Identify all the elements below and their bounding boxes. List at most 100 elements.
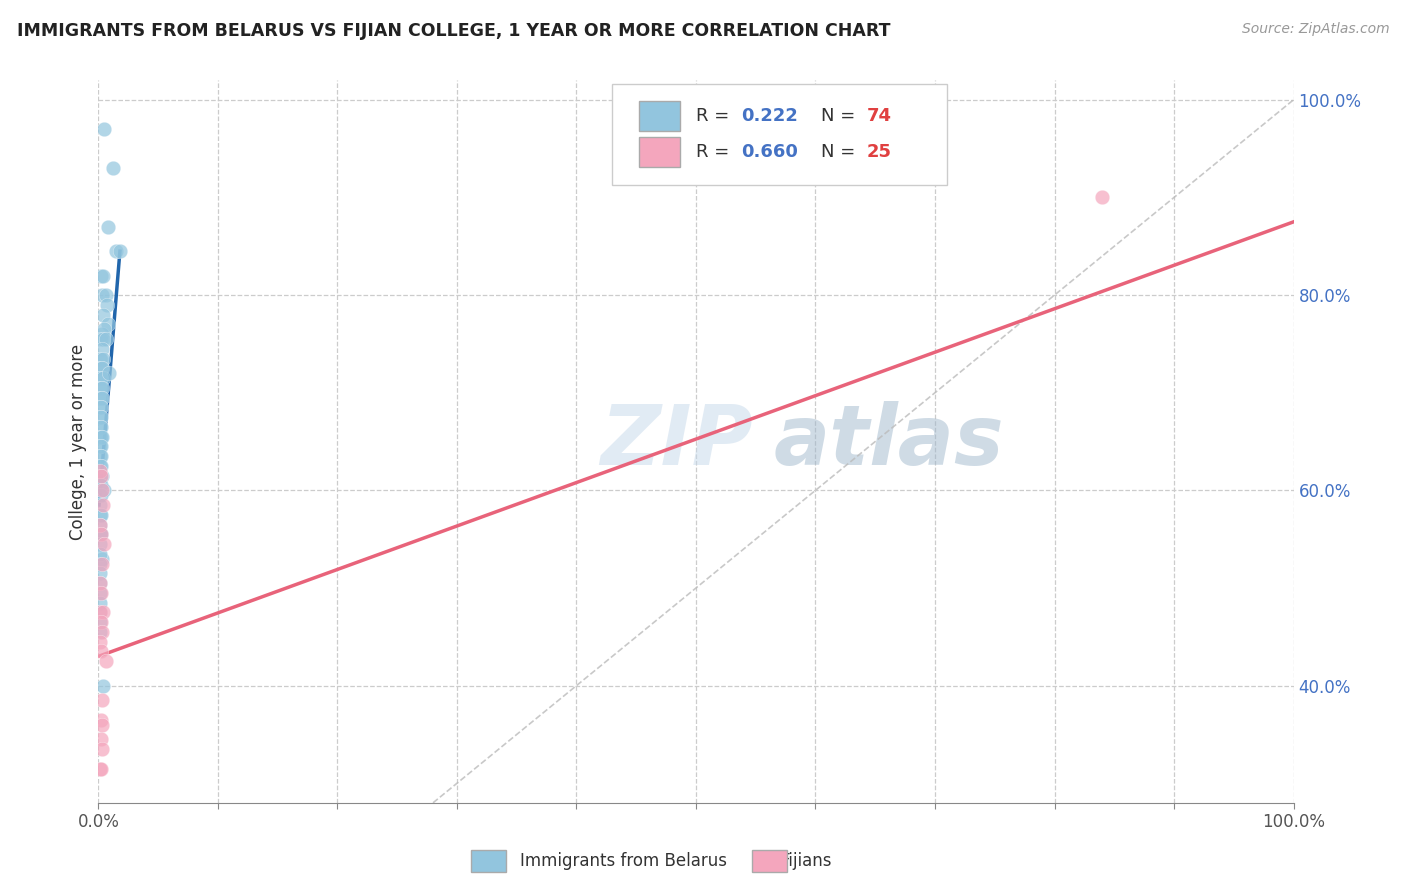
Point: [1091, 190, 1114, 204]
Point: [89, 488, 111, 502]
Text: R =: R =: [696, 107, 735, 125]
Point: [89, 596, 111, 610]
Point: [91, 288, 114, 302]
Point: [90, 732, 112, 747]
Point: [94, 654, 117, 668]
Point: [89, 410, 111, 425]
Point: [97, 219, 120, 234]
Point: [91, 498, 114, 512]
Y-axis label: College, 1 year or more: College, 1 year or more: [69, 343, 87, 540]
Point: [89, 576, 111, 591]
Point: [94, 288, 117, 302]
Point: [89, 458, 111, 473]
Point: [89, 478, 111, 492]
Point: [89, 576, 111, 591]
Point: [91, 557, 114, 571]
Point: [89, 420, 111, 434]
Text: Fijians: Fijians: [780, 852, 832, 870]
Point: [89, 586, 111, 600]
Point: [89, 606, 111, 620]
Point: [90, 468, 112, 483]
Point: [89, 527, 111, 541]
Point: [89, 361, 111, 376]
Point: [89, 537, 111, 551]
Point: [90, 439, 112, 453]
Text: 74: 74: [868, 107, 891, 125]
Point: [89, 498, 111, 512]
Point: [89, 508, 111, 522]
Text: atlas: atlas: [773, 401, 1004, 482]
Point: [89, 381, 111, 395]
Point: [101, 161, 124, 176]
Point: [91, 624, 114, 639]
Text: 25: 25: [868, 143, 891, 161]
Point: [91, 308, 114, 322]
Point: [90, 458, 112, 473]
Point: [91, 717, 114, 731]
Text: N =: N =: [821, 143, 862, 161]
Point: [90, 615, 112, 630]
Text: 0.222: 0.222: [741, 107, 799, 125]
Point: [90, 644, 112, 658]
Point: [91, 606, 114, 620]
Text: IMMIGRANTS FROM BELARUS VS FIJIAN COLLEGE, 1 YEAR OR MORE CORRELATION CHART: IMMIGRANTS FROM BELARUS VS FIJIAN COLLEG…: [17, 22, 890, 40]
Point: [89, 468, 111, 483]
Point: [91, 381, 114, 395]
Point: [89, 351, 111, 366]
Point: [98, 366, 121, 380]
Point: [105, 244, 128, 259]
Point: [89, 624, 111, 639]
Point: [90, 381, 112, 395]
Point: [90, 410, 112, 425]
Point: [89, 606, 111, 620]
Point: [108, 244, 131, 259]
Point: [97, 318, 120, 332]
Point: [90, 332, 112, 346]
Point: [89, 517, 111, 532]
Point: [91, 351, 114, 366]
Point: [89, 430, 111, 444]
Point: [94, 332, 117, 346]
Text: R =: R =: [696, 143, 735, 161]
Point: [93, 537, 115, 551]
Point: [91, 742, 114, 756]
Point: [90, 351, 112, 366]
Point: [93, 322, 115, 336]
FancyBboxPatch shape: [638, 101, 681, 131]
Point: [91, 391, 114, 405]
Point: [89, 557, 111, 571]
Point: [90, 401, 112, 415]
Text: N =: N =: [821, 107, 862, 125]
Point: [89, 401, 111, 415]
Text: Immigrants from Belarus: Immigrants from Belarus: [520, 852, 727, 870]
Point: [89, 615, 111, 630]
Point: [90, 391, 112, 405]
Point: [89, 391, 111, 405]
Point: [90, 527, 112, 541]
Point: [93, 122, 115, 136]
Point: [91, 693, 114, 707]
Point: [89, 634, 111, 648]
Point: [90, 430, 112, 444]
Point: [90, 762, 112, 776]
Point: [90, 488, 112, 502]
Text: 0.660: 0.660: [741, 143, 799, 161]
Point: [91, 679, 114, 693]
Text: ZIP: ZIP: [600, 401, 754, 482]
Point: [96, 298, 118, 312]
FancyBboxPatch shape: [638, 136, 681, 167]
Point: [90, 449, 112, 463]
Point: [91, 361, 114, 376]
Point: [89, 547, 111, 561]
Point: [89, 762, 111, 776]
Point: [93, 483, 115, 498]
Point: [91, 342, 114, 356]
Point: [89, 371, 111, 385]
Point: [90, 527, 112, 541]
Point: [90, 586, 112, 600]
Point: [89, 464, 111, 478]
Point: [91, 468, 114, 483]
Point: [90, 508, 112, 522]
Point: [90, 713, 112, 727]
FancyBboxPatch shape: [613, 84, 948, 185]
